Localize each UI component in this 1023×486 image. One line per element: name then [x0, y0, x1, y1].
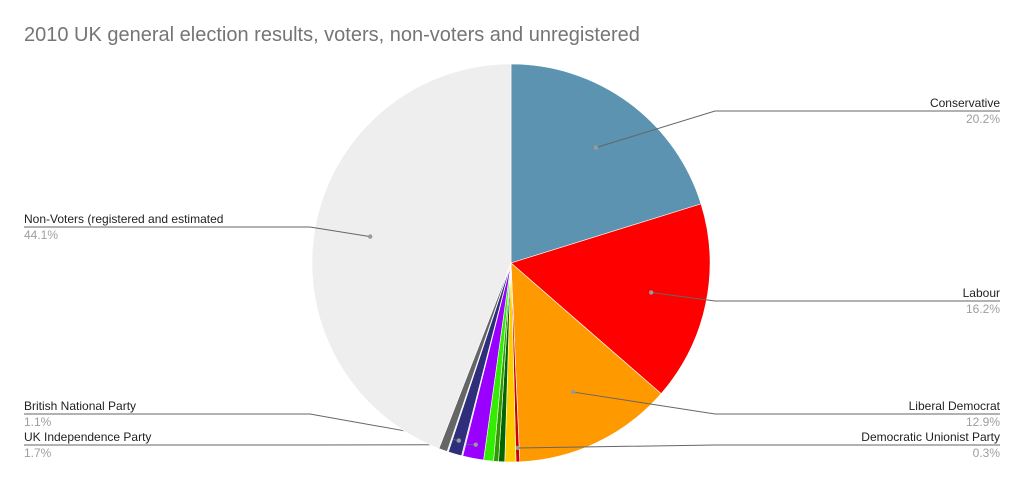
pie-slice-liberal-democrat — [510, 262, 662, 463]
slice-percent: 20.2% — [965, 112, 1000, 126]
chart-title: 2010 UK general election results, voters… — [24, 24, 640, 46]
callout-dot — [367, 234, 373, 239]
pie-slice-conservative — [510, 63, 702, 264]
callout-line — [24, 226, 371, 238]
callout-line — [651, 292, 1000, 302]
callout-line — [573, 391, 1000, 415]
slice-label: Labour — [962, 286, 1000, 300]
callout-dot — [473, 442, 478, 447]
slice-percent: 0.3% — [972, 446, 1000, 460]
slice-label: Conservative — [929, 96, 1000, 110]
pie-slice-labour — [510, 203, 711, 395]
slice-label: Non-Voters (registered and estimated — [24, 212, 224, 226]
pie-slice-non-voters-registered-and-estimated — [311, 63, 512, 449]
callout-dot — [571, 389, 576, 395]
callout-line — [517, 444, 1000, 449]
callout-line — [595, 110, 1000, 149]
slice-label: UK Independence Party — [24, 430, 152, 444]
slice-label: British National Party — [24, 399, 137, 413]
slice-label: Democratic Unionist Party — [861, 430, 1000, 444]
callout-dot — [515, 445, 520, 451]
callout-dot — [649, 290, 654, 295]
slice-percent: 1.7% — [24, 446, 52, 460]
slice-percent: 1.1% — [24, 415, 52, 429]
slice-percent: 12.9% — [965, 415, 1000, 429]
callout-dot — [593, 145, 599, 150]
callout-dot — [456, 438, 462, 443]
slice-label: Liberal Democrat — [908, 399, 1000, 413]
slice-percent: 16.2% — [965, 302, 1000, 316]
slice-percent: 44.1% — [24, 228, 59, 242]
